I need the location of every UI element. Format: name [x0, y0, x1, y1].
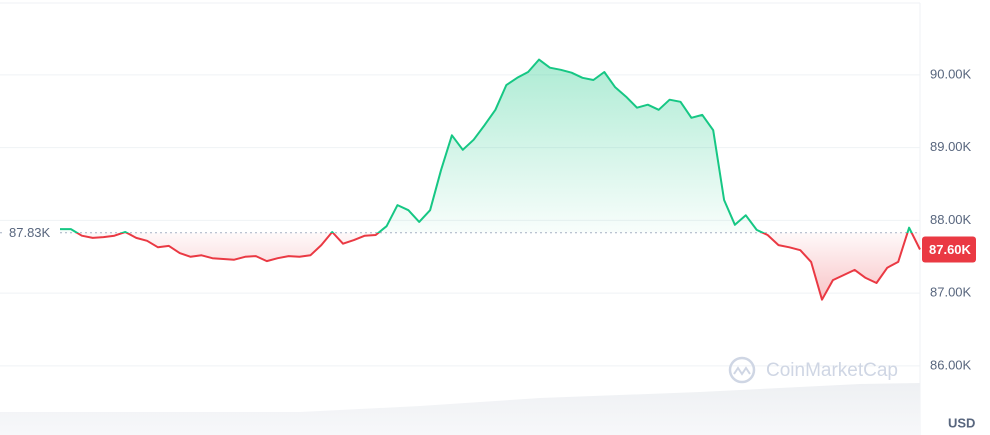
- baseline-label-bg: [4, 223, 58, 242]
- price-area: [60, 59, 920, 300]
- y-tick-label: 86.00K: [930, 357, 972, 372]
- last-price-tag: [922, 236, 976, 263]
- last-price-label: 87.60K: [929, 242, 972, 257]
- y-tick-label: 87.00K: [930, 285, 972, 300]
- price-line: [60, 58, 921, 301]
- watermark-text: CoinMarketCap: [766, 360, 898, 381]
- baseline-label: 87.83K: [9, 225, 51, 240]
- watermark: CoinMarketCap: [728, 356, 898, 384]
- currency-label: USD: [948, 415, 975, 430]
- volume-area: [0, 383, 920, 435]
- y-tick-label: 89.00K: [930, 139, 972, 154]
- y-tick-label: 88.00K: [930, 212, 972, 227]
- y-tick-label: 90.00K: [930, 66, 972, 81]
